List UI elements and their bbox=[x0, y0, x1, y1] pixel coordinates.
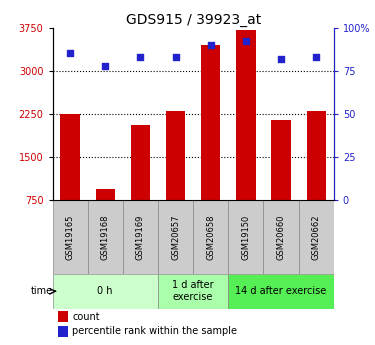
Bar bbox=[58, 312, 68, 322]
Text: GSM20660: GSM20660 bbox=[276, 214, 285, 260]
FancyBboxPatch shape bbox=[263, 200, 298, 274]
Text: GSM19165: GSM19165 bbox=[66, 214, 75, 260]
Bar bbox=[58, 326, 68, 337]
Point bbox=[313, 54, 319, 60]
FancyBboxPatch shape bbox=[158, 274, 228, 308]
Point bbox=[137, 54, 143, 60]
Text: GSM19150: GSM19150 bbox=[242, 215, 250, 260]
Bar bbox=[272, 120, 291, 200]
FancyBboxPatch shape bbox=[298, 200, 334, 274]
FancyBboxPatch shape bbox=[123, 200, 158, 274]
Point bbox=[172, 54, 178, 60]
FancyBboxPatch shape bbox=[53, 200, 88, 274]
Text: 14 d after exercise: 14 d after exercise bbox=[236, 286, 327, 296]
Bar bbox=[60, 114, 80, 200]
FancyBboxPatch shape bbox=[228, 200, 263, 274]
Text: GSM20658: GSM20658 bbox=[206, 214, 215, 260]
Text: time: time bbox=[30, 286, 52, 296]
Bar bbox=[166, 111, 185, 200]
Text: GSM19168: GSM19168 bbox=[101, 214, 110, 260]
Text: GSM20657: GSM20657 bbox=[171, 214, 180, 260]
Point bbox=[278, 56, 284, 61]
FancyBboxPatch shape bbox=[228, 274, 334, 308]
FancyBboxPatch shape bbox=[158, 200, 193, 274]
Point bbox=[243, 39, 249, 44]
Text: GSM19169: GSM19169 bbox=[136, 214, 145, 260]
Text: count: count bbox=[72, 312, 100, 322]
Text: GSM20662: GSM20662 bbox=[312, 214, 321, 260]
FancyBboxPatch shape bbox=[53, 274, 158, 308]
Point bbox=[208, 42, 214, 48]
Text: 1 d after
exercise: 1 d after exercise bbox=[172, 280, 214, 302]
Title: GDS915 / 39923_at: GDS915 / 39923_at bbox=[126, 12, 261, 27]
Bar bbox=[96, 189, 115, 200]
Text: percentile rank within the sample: percentile rank within the sample bbox=[72, 326, 237, 336]
Point bbox=[67, 51, 73, 56]
FancyBboxPatch shape bbox=[193, 200, 228, 274]
FancyBboxPatch shape bbox=[88, 200, 123, 274]
Text: 0 h: 0 h bbox=[98, 286, 113, 296]
Bar bbox=[201, 45, 220, 200]
Point bbox=[102, 63, 108, 68]
Bar bbox=[131, 125, 150, 200]
Bar bbox=[306, 111, 326, 200]
Bar bbox=[236, 30, 255, 200]
